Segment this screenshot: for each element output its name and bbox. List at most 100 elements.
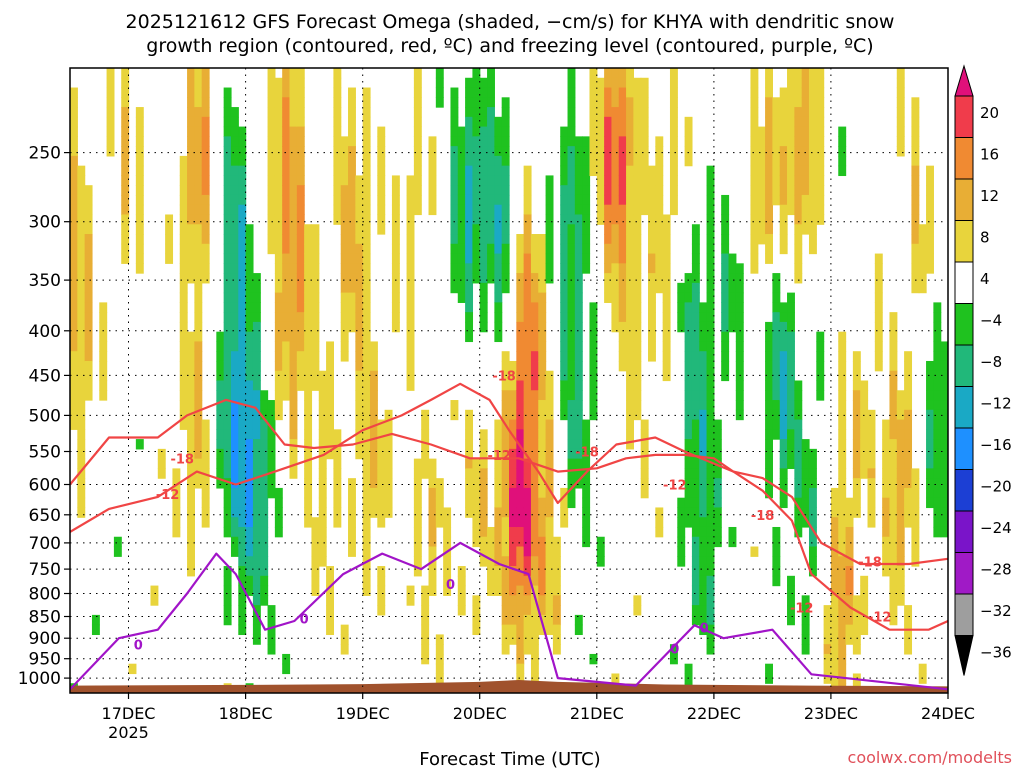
omega-cell bbox=[794, 400, 803, 411]
omega-cell bbox=[655, 175, 664, 186]
omega-cell bbox=[340, 312, 349, 323]
omega-cell bbox=[640, 155, 649, 167]
omega-cell bbox=[684, 273, 693, 284]
omega-cell bbox=[574, 234, 583, 245]
omega-cell bbox=[874, 263, 883, 274]
omega-cell bbox=[574, 155, 583, 167]
omega-cell bbox=[487, 155, 495, 167]
omega-cell bbox=[574, 253, 583, 264]
omega-cell bbox=[443, 585, 452, 596]
omega-cell bbox=[77, 263, 86, 274]
omega-cell bbox=[845, 566, 854, 577]
omega-cell bbox=[721, 234, 730, 245]
omega-cell bbox=[538, 624, 547, 636]
omega-cell bbox=[574, 468, 583, 479]
omega-cell bbox=[699, 312, 708, 323]
omega-cell bbox=[728, 282, 737, 294]
omega-cell bbox=[538, 468, 547, 479]
omega-cell bbox=[428, 575, 437, 587]
omega-cell bbox=[655, 136, 664, 147]
terrain-fill bbox=[70, 680, 948, 693]
omega-cell bbox=[889, 605, 898, 616]
omega-cell bbox=[282, 87, 291, 98]
omega-cell bbox=[530, 487, 539, 499]
credit-link[interactable]: coolwx.com/modelts bbox=[848, 748, 1012, 767]
omega-cell bbox=[333, 214, 342, 225]
omega-cell bbox=[501, 536, 510, 548]
omega-cell bbox=[106, 87, 115, 98]
omega-cell bbox=[896, 517, 905, 528]
omega-cell bbox=[574, 624, 583, 636]
omega-cell bbox=[333, 136, 342, 147]
omega-cell bbox=[735, 370, 744, 382]
omega-cell bbox=[479, 204, 488, 216]
omega-cell bbox=[304, 409, 313, 421]
omega-cell bbox=[677, 497, 686, 509]
omega-cell bbox=[684, 302, 693, 313]
omega-cell bbox=[245, 566, 254, 577]
omega-cell bbox=[648, 185, 656, 196]
omega-cell bbox=[918, 243, 927, 255]
omega-cell bbox=[84, 370, 93, 382]
omega-cell bbox=[406, 321, 415, 333]
omega-cell bbox=[230, 487, 239, 499]
omega-cell bbox=[201, 204, 210, 216]
omega-cell bbox=[523, 566, 532, 577]
omega-cell bbox=[230, 263, 239, 274]
omega-cell bbox=[757, 155, 766, 167]
omega-cell bbox=[735, 360, 744, 372]
omega-cell bbox=[362, 536, 371, 548]
omega-cell bbox=[230, 458, 239, 469]
omega-cell bbox=[282, 77, 291, 89]
omega-cell bbox=[501, 194, 510, 206]
omega-cell bbox=[377, 458, 386, 469]
omega-cell bbox=[201, 97, 210, 108]
omega-cell bbox=[787, 429, 795, 440]
omega-cell bbox=[604, 185, 613, 196]
omega-cell bbox=[194, 107, 203, 118]
omega-cell bbox=[333, 448, 342, 460]
omega-cell bbox=[238, 487, 247, 499]
omega-cell bbox=[545, 566, 554, 577]
omega-cell bbox=[626, 331, 634, 343]
omega-cell bbox=[355, 292, 364, 303]
omega-cell bbox=[706, 282, 715, 294]
omega-cell bbox=[223, 390, 232, 401]
omega-cell bbox=[516, 526, 525, 538]
omega-cell bbox=[194, 321, 203, 333]
omega-cell bbox=[252, 634, 261, 645]
omega-cell bbox=[194, 273, 203, 284]
omega-cell bbox=[450, 175, 459, 186]
omega-cell bbox=[304, 429, 313, 440]
omega-cell bbox=[552, 644, 561, 655]
omega-cell bbox=[479, 321, 488, 333]
omega-cell bbox=[926, 185, 934, 196]
omega-cell bbox=[838, 585, 847, 596]
omega-cell bbox=[223, 273, 232, 284]
omega-cell bbox=[794, 458, 803, 469]
omega-cell bbox=[362, 234, 371, 245]
omega-cell bbox=[311, 292, 320, 303]
omega-cell bbox=[428, 517, 437, 528]
omega-cell bbox=[443, 575, 452, 587]
omega-cell bbox=[823, 663, 832, 675]
omega-cell bbox=[362, 136, 371, 147]
omega-cell bbox=[640, 458, 649, 469]
omega-cell bbox=[70, 409, 78, 421]
omega-cell bbox=[311, 556, 320, 567]
omega-cell bbox=[765, 204, 773, 216]
omega-cell bbox=[626, 370, 634, 382]
omega-cell bbox=[311, 312, 320, 323]
omega-cell bbox=[245, 312, 254, 323]
omega-cell bbox=[911, 97, 920, 108]
omega-cell bbox=[530, 546, 539, 557]
omega-cell bbox=[106, 136, 115, 147]
omega-cell bbox=[640, 204, 649, 216]
omega-cell bbox=[538, 312, 547, 323]
omega-cell bbox=[450, 224, 459, 235]
omega-cell bbox=[311, 273, 320, 284]
omega-cell bbox=[201, 224, 210, 235]
omega-cell bbox=[501, 214, 510, 225]
omega-cell bbox=[245, 546, 254, 557]
omega-cell bbox=[252, 390, 261, 401]
